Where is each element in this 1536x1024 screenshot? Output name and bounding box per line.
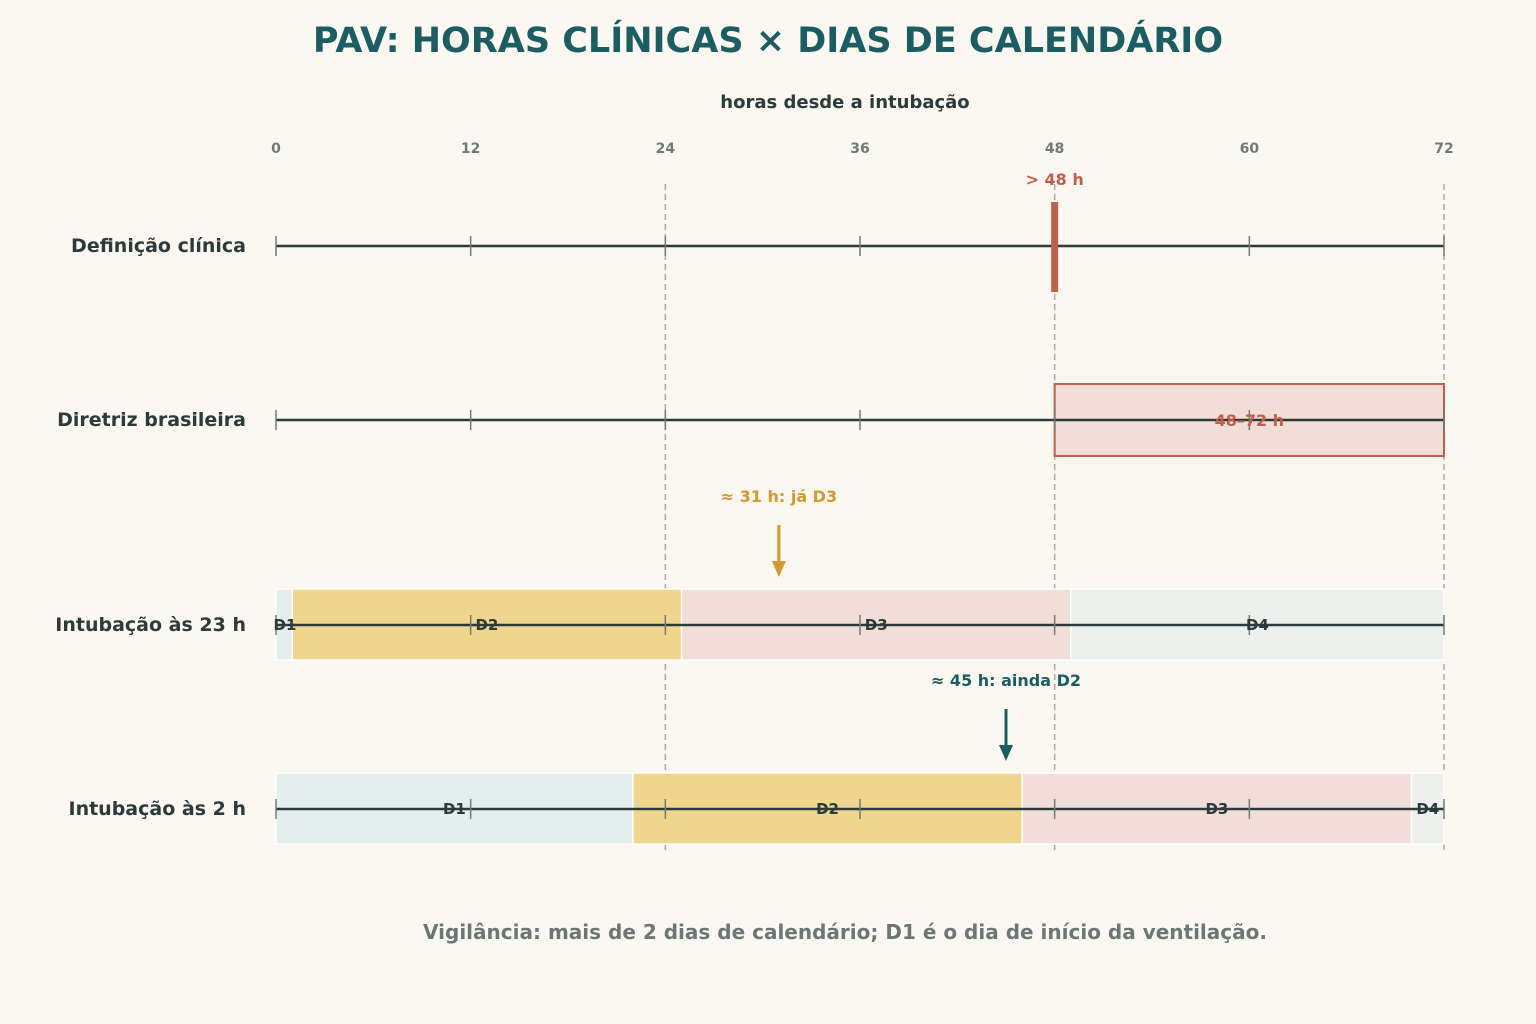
- annotation-arrow-head: [771, 561, 786, 577]
- annotation-label: ≈ 45 h: ainda D2: [931, 671, 1081, 690]
- day-segment-label-d1: D1: [274, 616, 297, 634]
- reference-lines: [664, 184, 1445, 850]
- axis-tick-label-24: 24: [656, 141, 676, 157]
- axis-tick-label-0: 0: [271, 141, 281, 157]
- axis-tick-label-12: 12: [461, 141, 480, 157]
- day-segment-label-d1: D1: [443, 800, 466, 818]
- diagram-title: PAV: HORAS CLÍNICAS × DIAS DE CALENDÁRIO: [313, 19, 1223, 61]
- timeline-row-1: > 48 h Definição clínica: [71, 170, 1445, 292]
- axis-tick-labels: 0 12 24 36 48 60 72: [271, 141, 1454, 157]
- day-segment-label-d2: D2: [816, 800, 839, 818]
- annotation-label: ≈ 31 h: já D3: [721, 487, 837, 506]
- row-label: Definição clínica: [71, 235, 246, 257]
- annotation-arrow-head: [999, 745, 1013, 761]
- day-segment-label-d3: D3: [1205, 800, 1228, 818]
- day-segment-label-d2: D2: [475, 616, 498, 634]
- day-segment-label-d3: D3: [865, 616, 888, 634]
- day-segment-label-d4: D4: [1246, 616, 1269, 634]
- axis-tick-label-60: 60: [1240, 141, 1260, 157]
- axis-tick-label-72: 72: [1434, 141, 1453, 157]
- row-label: Intubação às 23 h: [55, 614, 246, 636]
- timeline-row-4: D1 D2 D3 D4 ≈ 45 h: ainda D2 Intubação às 2 h: [69, 671, 1445, 845]
- footnote: Vigilância: mais de 2 dias de calendário…: [423, 920, 1267, 944]
- timeline-rows: > 48 h Definição clínica 48–72 h Diretriz b…: [55, 170, 1445, 845]
- row-label: Intubação às 2 h: [69, 798, 247, 820]
- clinical-threshold-marker: [1051, 202, 1059, 292]
- clinical-threshold-label: > 48 h: [1026, 170, 1084, 189]
- guideline-window-label: 48–72 h: [1215, 411, 1285, 430]
- row-label: Diretriz brasileira: [57, 409, 246, 431]
- timeline-row-3: D1 D2 D3 D4 ≈ 31 h: já D3 Intubação às 23 h: [55, 487, 1445, 661]
- axis-tick-label-36: 36: [850, 141, 869, 157]
- axis-title: horas desde a intubação: [720, 92, 969, 113]
- timeline-row-2: 48–72 h Diretriz brasileira: [57, 383, 1445, 457]
- day-segment-label-d4: D4: [1416, 800, 1439, 818]
- axis-tick-label-48: 48: [1045, 141, 1064, 157]
